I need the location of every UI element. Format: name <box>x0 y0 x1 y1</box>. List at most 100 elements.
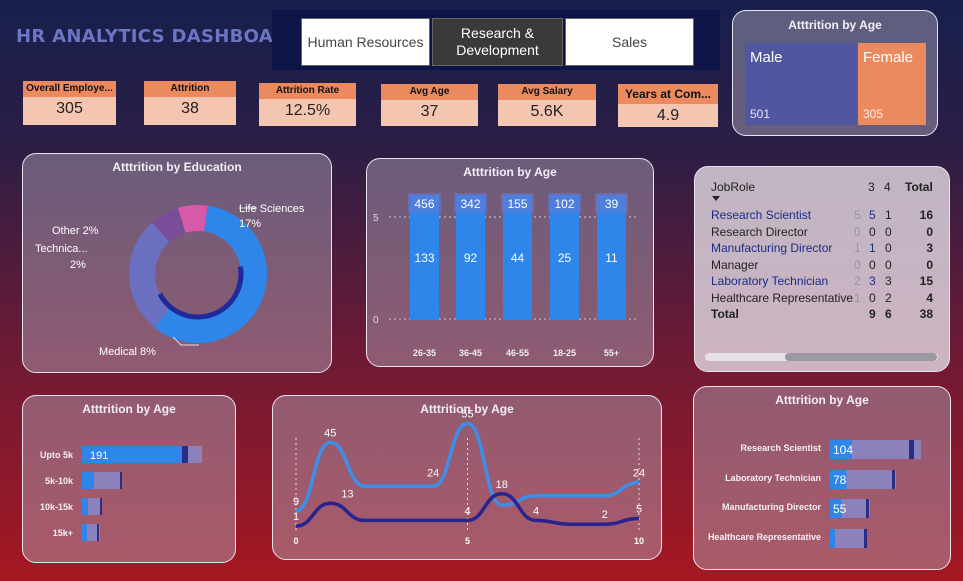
bar-55+ <box>597 195 626 320</box>
header-col-3[interactable]: 3 <box>868 180 875 194</box>
value-cell: 9 <box>869 307 876 321</box>
tab-research-development[interactable]: Research & Development <box>432 18 563 66</box>
value-cell: 1 <box>885 208 892 222</box>
attrition-by-salary-card: Atttrition by Age Upto 5k 191 5k-10k 10k-15… <box>22 395 236 563</box>
jobrole-cell[interactable]: Manager <box>711 257 759 272</box>
value-cell: 5 <box>869 208 876 222</box>
header-jobrole[interactable]: JobRole <box>711 180 756 194</box>
matrix-row[interactable]: Manager 0 0 0 0 <box>711 258 941 274</box>
x-tick-label: 18-25 <box>553 348 576 358</box>
x-tick-label: 5 <box>465 536 470 546</box>
jobrole-matrix-card: JobRole 3 4 Total Research Scientist 5 5 1 1… <box>694 166 950 372</box>
donut-slice-0 <box>129 205 267 343</box>
attrition-line-card: Atttrition by Age 9 45 24 55 24 1 13 4 18 4 2 5 0 5 10 <box>272 395 662 560</box>
salary-bar-15k+ <box>82 524 87 541</box>
role-value: 104 <box>833 443 853 457</box>
sort-desc-icon[interactable] <box>712 196 720 201</box>
jobrole-cell[interactable]: Laboratory Technician <box>711 274 829 288</box>
value-cell: 16 <box>919 208 933 222</box>
role-marker <box>866 499 869 518</box>
donut-slice-3 <box>129 205 267 343</box>
label-life-sciences-pct: 17% <box>239 218 261 230</box>
bar-top-highlight <box>408 193 441 213</box>
header-col-4[interactable]: 4 <box>884 180 891 194</box>
salary-marker <box>182 446 188 463</box>
header-total[interactable]: Total <box>905 180 933 194</box>
bar-18-25 <box>550 195 579 320</box>
kpi-value: 12.5% <box>284 102 331 119</box>
education-donut-chart: Life Sciences 17% Other 2% Technica... 2… <box>35 203 305 358</box>
kpi-label: Avg Age <box>381 84 478 100</box>
value-cell: 38 <box>919 307 933 321</box>
matrix-row[interactable]: Healthcare Representative 1 0 2 4 <box>711 291 941 307</box>
jobrole-cell[interactable]: Research Scientist <box>711 208 812 222</box>
salary-bar-chart: Upto 5k 191 5k-10k 10k-15k 15k+ <box>40 446 202 541</box>
point-label: 2 <box>602 509 608 521</box>
bar-26-35 <box>410 195 439 320</box>
role-value: 78 <box>833 473 847 487</box>
jobrole-cell[interactable]: Manufacturing Director <box>711 241 833 255</box>
salary-bar-Upto 5k <box>82 446 182 463</box>
matrix-row[interactable]: Manufacturing Director 1 1 0 3 <box>711 241 941 257</box>
label-life-sciences: Life Sciences <box>239 203 305 215</box>
value-cell: 0 <box>885 241 892 255</box>
jobrole-cell[interactable]: Research Director <box>711 224 808 239</box>
bar-top-highlight <box>548 193 581 213</box>
tab-sales[interactable]: Sales <box>565 18 694 66</box>
value-cell: 3 <box>869 274 876 288</box>
bar-value-lower: 25 <box>558 251 572 265</box>
line-series-upper <box>295 421 640 513</box>
value-cell: 5 <box>854 208 861 222</box>
horizontal-scrollbar[interactable] <box>705 353 938 361</box>
label-other: Other 2% <box>52 225 99 237</box>
matrix-header: JobRole 3 4 Total <box>711 180 941 196</box>
card-title: Atttrition by Age <box>463 165 557 179</box>
value-cell: 0 <box>869 290 876 305</box>
line-series-lower <box>295 492 640 528</box>
kpi-label: Attrition Rate <box>259 83 356 99</box>
bar-value-upper: 342 <box>460 197 480 211</box>
kpi-value: 305 <box>56 100 83 117</box>
point-label: 18 <box>496 479 508 491</box>
role-value: 55 <box>833 502 847 516</box>
kpi-avg-age: Avg Age 37 <box>381 84 478 126</box>
kpi-value: 37 <box>420 103 439 120</box>
treemap-female[interactable]: Female 305 <box>858 43 926 125</box>
role-marker <box>864 529 867 548</box>
role-target-bar <box>830 529 866 548</box>
bar-46-55 <box>503 195 532 320</box>
kpi-label: Avg Salary <box>498 84 596 100</box>
x-tick-label: 10 <box>634 536 644 546</box>
bar-top-highlight <box>454 193 487 213</box>
card-title: Atttrition by Age <box>788 18 882 32</box>
donut-group <box>128 205 267 343</box>
tab-human-resources[interactable]: Human Resources <box>301 18 430 66</box>
label-technical-pct: 2% <box>70 259 86 271</box>
bar-value-upper: 155 <box>507 197 527 211</box>
value-cell: 2 <box>854 274 861 288</box>
attrition-by-age-card: Atttrition by Age 5 0 456 133 26-35 342 92 36-4… <box>366 158 654 367</box>
matrix-row[interactable]: Laboratory Technician 2 3 3 15 <box>711 274 941 290</box>
matrix-row[interactable]: Research Director 0 0 0 0 <box>711 225 941 241</box>
role-bar-Manufacturing Director <box>830 499 842 518</box>
role-label: Laboratory Technician <box>725 473 821 483</box>
treemap-male-value: 501 <box>750 107 771 121</box>
value-cell: 0 <box>869 224 876 239</box>
point-label: 45 <box>324 428 336 440</box>
matrix-row[interactable]: Research Scientist 5 5 1 16 <box>711 208 941 224</box>
scrollbar-thumb[interactable] <box>785 353 937 361</box>
kpi-value: 5.6K <box>530 103 564 120</box>
x-tick-label: 36-45 <box>459 348 482 358</box>
salary-label: 10k-15k <box>40 502 74 512</box>
treemap-male[interactable]: Male 501 <box>745 43 857 125</box>
value-cell: 0 <box>885 257 892 272</box>
jobrole-cell[interactable]: Total <box>711 307 739 321</box>
salary-value: 191 <box>90 450 108 462</box>
page-title: HR ANALYTICS DASHBOARD <box>16 26 303 47</box>
bar-top-highlight <box>595 193 628 213</box>
salary-marker <box>97 524 99 541</box>
kpi-avg-salary: Avg Salary 5.6K <box>498 84 596 126</box>
x-tick-label: 0 <box>293 536 298 546</box>
matrix-row[interactable]: Total 9 6 38 <box>711 307 941 323</box>
jobrole-cell[interactable]: Healthcare Representative <box>711 290 854 305</box>
